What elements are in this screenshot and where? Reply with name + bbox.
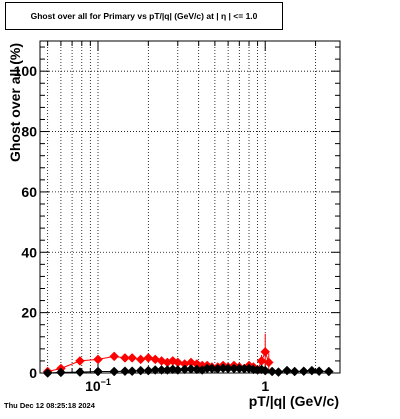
chart-title-box: Ghost over all for Primary vs pT/|q| (Ge… <box>5 2 283 30</box>
y-tick-label: 60 <box>21 184 37 200</box>
data-point <box>120 366 130 377</box>
data-point <box>127 353 137 363</box>
x-tick-label: 1 <box>261 378 269 394</box>
data-point <box>314 366 324 377</box>
data-point <box>267 366 277 377</box>
y-tick-label: 100 <box>14 63 38 79</box>
data-point <box>93 366 103 377</box>
data-point <box>42 368 53 378</box>
chart-title: Ghost over all for Primary vs pT/|q| (Ge… <box>30 11 258 21</box>
y-tick-label: 40 <box>21 244 37 260</box>
y-tick-label: 0 <box>29 365 37 381</box>
x-tick-exponent: −1 <box>101 377 111 387</box>
data-point <box>263 357 274 368</box>
data-point <box>135 354 146 365</box>
data-point <box>75 367 85 377</box>
data-point <box>260 347 271 357</box>
data-point <box>323 366 334 377</box>
timestamp-label: Thu Dec 12 08:25:18 2024 <box>4 401 95 410</box>
y-tick-label: 80 <box>21 124 37 140</box>
y-axis-title: Ghost over all (%) <box>7 43 23 162</box>
data-point <box>109 351 120 362</box>
data-point <box>109 366 120 377</box>
data-point <box>143 353 154 363</box>
x-axis-title: pT/|q| (GeV/c) <box>249 393 339 409</box>
data-point <box>298 366 309 377</box>
plot-frame <box>39 40 341 374</box>
data-point <box>273 367 284 377</box>
data-point <box>120 353 130 363</box>
data-point <box>127 366 137 377</box>
data-point <box>75 356 85 366</box>
data-point <box>93 354 103 365</box>
data-point <box>289 366 300 377</box>
data-point <box>306 365 317 376</box>
data-point <box>256 356 267 366</box>
data-point <box>135 365 146 376</box>
data-point <box>282 365 292 376</box>
x-tick-label: 10−1 <box>85 377 111 394</box>
y-tick-label: 20 <box>21 305 37 321</box>
data-point <box>260 365 271 376</box>
data-point <box>56 367 66 378</box>
